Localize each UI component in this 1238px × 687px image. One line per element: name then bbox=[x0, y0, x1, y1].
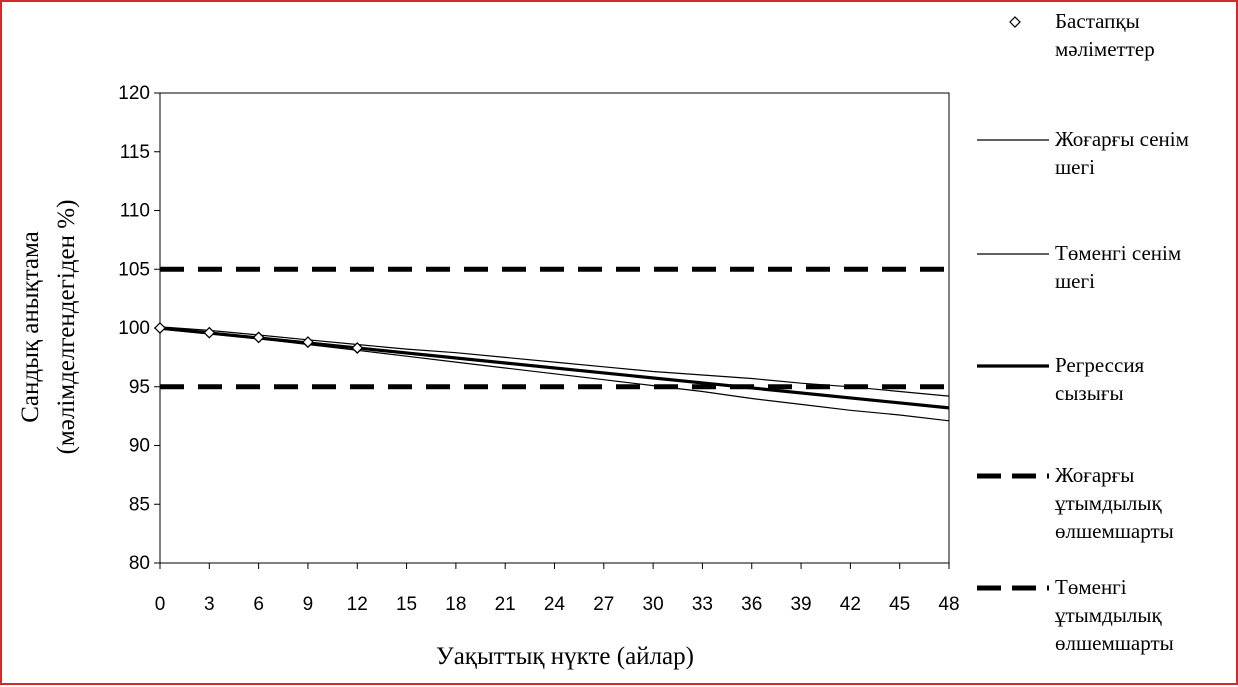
y-tick-label: 115 bbox=[120, 142, 150, 163]
legend-label: өлшемшарты bbox=[1055, 519, 1174, 543]
y-tick-label: 100 bbox=[118, 318, 150, 339]
x-tick-label: 36 bbox=[741, 594, 762, 615]
legend-label: Төменгі bbox=[1055, 575, 1127, 599]
x-tick-label: 18 bbox=[445, 594, 466, 615]
series-0-point-top bbox=[252, 331, 265, 344]
x-tick-label: 39 bbox=[790, 594, 811, 615]
y-tick-label: 90 bbox=[129, 436, 150, 457]
legend-label: өлшемшарты bbox=[1055, 631, 1174, 655]
x-axis-title: Уақыттық нүкте (айлар) bbox=[436, 643, 694, 670]
x-tick-label: 6 bbox=[253, 594, 264, 615]
legend: Бастапқы мәліметтер Жоғарғы сенім шегі Төмен… bbox=[977, 9, 1189, 655]
y-tick-label: 110 bbox=[120, 201, 150, 222]
series-0-point-top bbox=[351, 342, 364, 354]
axes bbox=[154, 92, 950, 569]
y-axis-title-line1: Сандық анықтама bbox=[17, 231, 44, 423]
plot-border bbox=[159, 92, 950, 564]
legend-key-diamond bbox=[1009, 16, 1021, 28]
x-tick-label: 45 bbox=[889, 594, 910, 615]
y-axis-title-line2: (мәлімделгендегіден %) bbox=[53, 200, 80, 455]
legend-label: Жоғарғы сенім bbox=[1055, 127, 1189, 151]
x-tick-label: 30 bbox=[643, 594, 664, 615]
x-tick-label: 27 bbox=[593, 594, 614, 615]
series-layer bbox=[154, 266, 950, 422]
y-tick-label: 120 bbox=[118, 83, 150, 104]
series-0-point-top bbox=[203, 326, 216, 339]
legend-label: сызығы bbox=[1055, 381, 1124, 405]
legend-label: Регрессия bbox=[1055, 353, 1145, 377]
x-tick-label: 21 bbox=[495, 594, 516, 615]
legend-label: Жоғарғы bbox=[1055, 463, 1134, 487]
x-tick-label: 42 bbox=[840, 594, 861, 615]
labels-layer: Сандық анықтама (мәлімделгендегіден %) У… bbox=[17, 200, 694, 670]
y-tick-label: 80 bbox=[129, 553, 150, 574]
x-tick-label: 9 bbox=[303, 594, 314, 615]
legend-label: ұтымдылық bbox=[1055, 603, 1162, 627]
legend-label: Төменгі сенім bbox=[1055, 241, 1181, 265]
legend-label: шегі bbox=[1055, 269, 1095, 293]
y-tick-label: 105 bbox=[118, 259, 150, 280]
plot-area bbox=[159, 92, 950, 564]
x-tick-label: 15 bbox=[396, 594, 417, 615]
legend-label: мәліметтер bbox=[1055, 37, 1155, 61]
series-0-point-top bbox=[302, 336, 314, 348]
series-3-line bbox=[159, 326, 950, 410]
x-tick-label: 24 bbox=[544, 594, 566, 615]
x-tick-label: 3 bbox=[204, 594, 215, 615]
x-tick-label: 12 bbox=[347, 594, 368, 615]
legend-label: Бастапқы bbox=[1055, 9, 1140, 33]
legend-label: шегі bbox=[1055, 155, 1095, 179]
series-0-point-top bbox=[154, 322, 166, 334]
x-tick-label: 0 bbox=[155, 594, 166, 615]
y-tick-label: 85 bbox=[129, 494, 150, 515]
x-tick-label: 33 bbox=[692, 594, 713, 615]
y-tick-label: 95 bbox=[129, 377, 150, 398]
legend-label: ұтымдылық bbox=[1055, 491, 1162, 515]
x-tick-label: 48 bbox=[938, 594, 959, 615]
